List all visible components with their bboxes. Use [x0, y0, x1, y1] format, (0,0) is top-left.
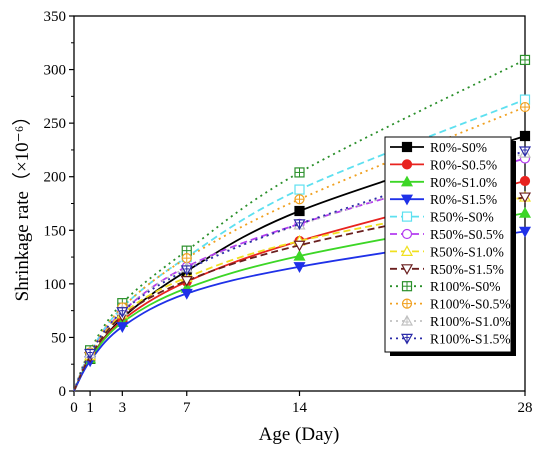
data-point: [518, 192, 532, 204]
data-point: [293, 262, 306, 273]
legend-label: R100%-S0%: [430, 279, 501, 294]
x-axis: 0 1 3 7 14 28: [70, 391, 533, 416]
legend-box: [384, 136, 512, 353]
legend-label: R100%-S1.0%: [430, 314, 511, 329]
x-tick-label: 7: [183, 400, 191, 416]
legend-label: R50%-S1.0%: [430, 244, 504, 259]
data-point: [518, 206, 532, 218]
x-axis-title: Age (Day): [259, 424, 340, 445]
legend-marker: [401, 141, 413, 153]
legend-marker: [400, 194, 414, 206]
legend-label: R0%-S1.0%: [430, 175, 497, 190]
data-point: [518, 226, 532, 238]
legend-marker: [401, 159, 413, 170]
data-point: [519, 130, 531, 142]
legend-label: R100%-S0.5%: [430, 297, 511, 312]
y-tick-label: 200: [44, 170, 67, 186]
y-axis-title: Shrinkage rate（×10⁻⁶）: [11, 107, 33, 302]
legend-label: R0%-S0%: [430, 140, 487, 155]
x-tick-label: 1: [86, 400, 94, 416]
x-tick-label: 0: [70, 400, 78, 416]
x-tick-label: 28: [518, 400, 533, 416]
legend-label: R0%-S0.5%: [430, 157, 497, 172]
series-R100%-S1.5%: [73, 146, 532, 392]
legend-marker: [401, 228, 413, 240]
data-point: [294, 184, 305, 195]
y-tick-label: 350: [44, 9, 67, 25]
legend: R0%-S0% R0%-S0.5% R0%-S1.0% R0%-S1.5% R50%-S…: [384, 136, 516, 356]
data-point: [293, 240, 306, 252]
legend-marker: [400, 264, 414, 276]
x-tick-label: 3: [119, 400, 127, 416]
data-point: [519, 175, 531, 187]
data-point: [293, 249, 306, 261]
legend-label: R50%-S1.5%: [430, 262, 504, 277]
legend-label: R50%-S0%: [430, 210, 494, 225]
data-point: [116, 322, 129, 333]
x-tick-label: 14: [292, 400, 308, 416]
y-tick-label: 250: [44, 116, 67, 132]
y-axis: 0 50 100 150 200 250 300 350: [44, 9, 74, 400]
y-tick-label: 50: [51, 330, 66, 346]
y-tick-label: 300: [44, 63, 67, 79]
legend-label: R0%-S1.5%: [430, 192, 497, 207]
data-point: [180, 288, 193, 300]
y-tick-label: 150: [44, 223, 67, 239]
legend-items: R0%-S0% R0%-S0.5% R0%-S1.0% R0%-S1.5% R50%-S…: [390, 140, 511, 346]
y-tick-label: 100: [44, 277, 67, 293]
legend-label: R100%-S1.5%: [430, 331, 511, 346]
legend-marker: [401, 211, 413, 222]
data-point: [180, 276, 193, 287]
legend-marker: [400, 175, 414, 187]
data-point: [294, 205, 305, 217]
legend-marker: [400, 245, 414, 256]
legend-label: R50%-S0.5%: [430, 227, 504, 242]
y-tick-label: 0: [59, 384, 67, 400]
